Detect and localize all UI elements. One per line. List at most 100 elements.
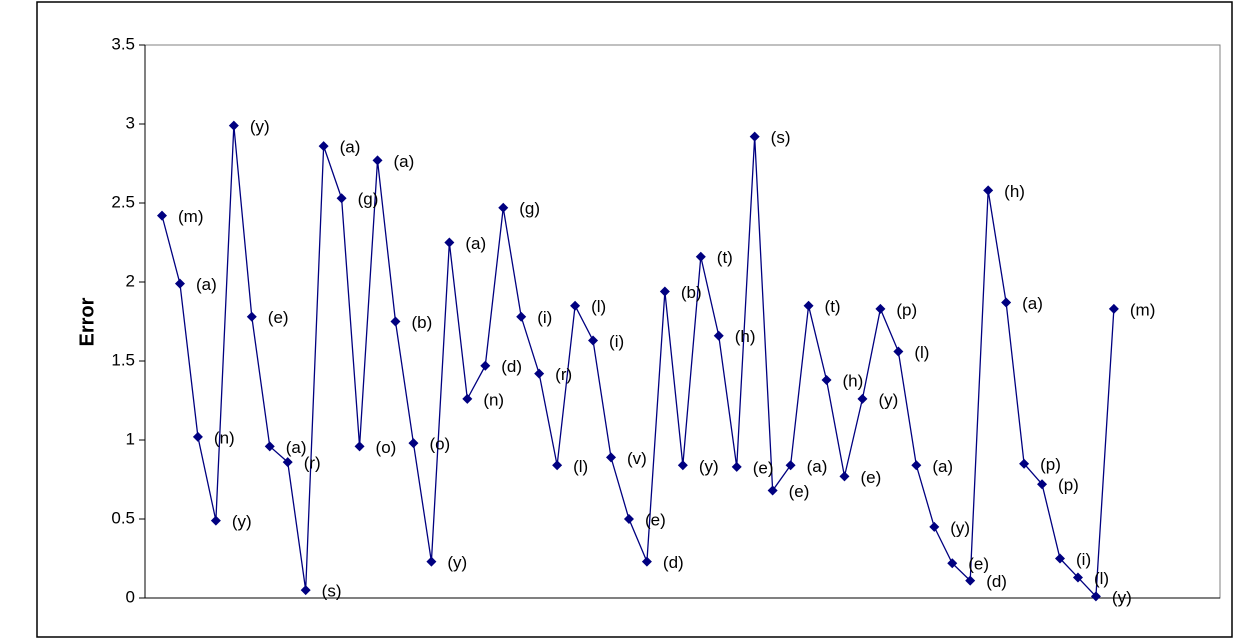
data-marker xyxy=(641,556,652,567)
data-label: (l) xyxy=(1094,569,1109,588)
data-marker xyxy=(498,202,509,213)
data-marker xyxy=(857,393,868,404)
data-marker xyxy=(570,300,581,311)
data-label: (b) xyxy=(681,283,702,302)
data-marker xyxy=(516,311,527,322)
y-tick-label: 0.5 xyxy=(111,508,135,527)
data-label: (y) xyxy=(950,518,970,537)
data-marker xyxy=(246,311,257,322)
data-label: (h) xyxy=(843,371,864,390)
data-marker xyxy=(426,556,437,567)
data-label: (a) xyxy=(196,275,217,294)
data-label: (n) xyxy=(214,428,235,447)
data-label: (e) xyxy=(860,468,881,487)
data-label: (h) xyxy=(735,327,756,346)
data-label: (t) xyxy=(825,297,841,316)
data-marker xyxy=(300,585,311,596)
data-marker xyxy=(588,335,599,346)
data-label: (m) xyxy=(178,207,203,226)
data-marker xyxy=(1090,591,1101,602)
data-label: (d) xyxy=(986,572,1007,591)
data-marker xyxy=(1072,572,1083,583)
data-label: (i) xyxy=(609,332,624,351)
data-marker xyxy=(767,485,778,496)
data-label: (e) xyxy=(753,458,774,477)
data-marker xyxy=(803,300,814,311)
data-label: (i) xyxy=(1076,550,1091,569)
data-label: (l) xyxy=(914,343,929,362)
data-label: (a) xyxy=(807,457,828,476)
data-label: (y) xyxy=(232,512,252,531)
data-marker xyxy=(174,278,185,289)
data-label: (l) xyxy=(591,297,606,316)
y-tick-label: 0 xyxy=(126,587,135,606)
data-marker xyxy=(983,185,994,196)
data-label: (a) xyxy=(465,234,486,253)
data-marker xyxy=(911,460,922,471)
data-label: (a) xyxy=(286,438,307,457)
data-label: (h) xyxy=(1004,182,1025,201)
data-marker xyxy=(372,155,383,166)
data-marker xyxy=(713,330,724,341)
data-marker xyxy=(192,431,203,442)
data-marker xyxy=(552,460,563,471)
data-marker xyxy=(695,251,706,262)
y-tick-label: 2.5 xyxy=(111,192,135,211)
data-marker xyxy=(947,558,958,569)
data-label: (m) xyxy=(1130,300,1155,319)
data-label: (d) xyxy=(663,553,684,572)
data-label: (y) xyxy=(447,553,467,572)
data-marker xyxy=(157,210,167,221)
data-label: (s) xyxy=(322,582,342,601)
data-label: (r) xyxy=(555,365,572,384)
data-marker xyxy=(749,131,760,142)
data-marker xyxy=(821,374,832,385)
data-marker xyxy=(875,303,886,314)
data-marker xyxy=(606,452,616,463)
data-marker xyxy=(623,514,634,524)
data-marker xyxy=(839,471,850,482)
data-label: (e) xyxy=(968,555,989,574)
data-marker xyxy=(210,515,221,526)
data-marker xyxy=(408,438,419,449)
data-label: (e) xyxy=(789,482,810,501)
data-marker xyxy=(282,457,293,468)
data-label: (d) xyxy=(501,357,522,376)
data-label: (o) xyxy=(376,438,397,457)
data-marker xyxy=(677,460,688,471)
data-label: (t) xyxy=(717,248,733,267)
y-tick-label: 1 xyxy=(126,429,135,448)
y-tick-label: 1.5 xyxy=(111,350,135,369)
data-label: (y) xyxy=(878,390,898,409)
data-marker xyxy=(1019,458,1030,469)
data-label: (i) xyxy=(537,308,552,327)
data-label: (v) xyxy=(627,449,647,468)
data-marker xyxy=(390,316,401,327)
data-marker xyxy=(1037,479,1048,490)
data-marker xyxy=(354,441,365,452)
y-tick-label: 3.5 xyxy=(111,34,135,53)
data-label: (g) xyxy=(358,190,379,209)
data-marker xyxy=(929,521,940,532)
data-label: (r) xyxy=(304,454,321,473)
data-marker xyxy=(318,141,329,152)
y-tick-label: 3 xyxy=(126,113,135,132)
y-tick-label: 2 xyxy=(126,271,135,290)
data-label: (a) xyxy=(340,138,361,157)
data-marker xyxy=(480,360,491,371)
data-line xyxy=(161,125,1115,598)
data-label: (a) xyxy=(394,152,415,171)
data-label: (o) xyxy=(429,435,450,454)
data-marker xyxy=(1055,553,1065,564)
data-label: (p) xyxy=(1058,476,1079,495)
plot-area xyxy=(144,44,1221,599)
data-marker xyxy=(444,237,455,248)
data-marker xyxy=(1001,297,1012,308)
data-marker xyxy=(336,193,347,204)
data-label: (e) xyxy=(645,510,666,529)
data-marker xyxy=(462,393,473,404)
data-label: (n) xyxy=(483,390,504,409)
data-label: (p) xyxy=(1040,455,1061,474)
data-marker xyxy=(965,575,976,586)
